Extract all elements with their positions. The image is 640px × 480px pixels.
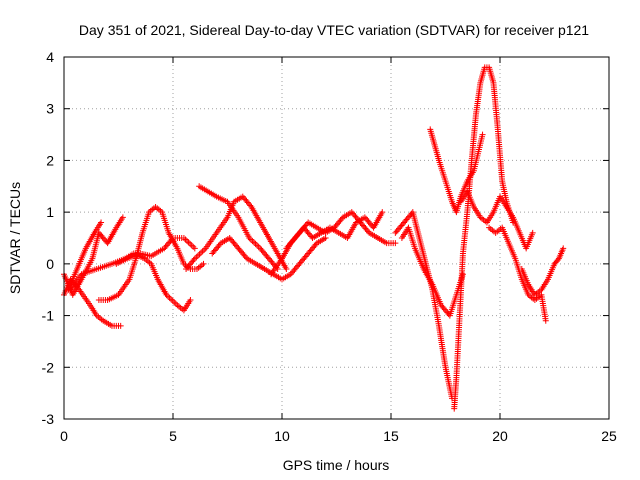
data-point — [98, 219, 105, 226]
series-track-17 — [486, 224, 549, 324]
data-point — [479, 131, 486, 138]
data-point — [255, 243, 262, 250]
data-point — [190, 257, 197, 264]
y-tick-label: 0 — [46, 256, 54, 272]
data-point — [184, 237, 191, 244]
data-point — [283, 266, 290, 273]
data-point — [166, 294, 173, 301]
data-point — [119, 214, 126, 221]
data-point — [187, 297, 194, 304]
y-tick-label: 4 — [46, 49, 54, 65]
x-axis-label: GPS time / hours — [283, 457, 390, 473]
grid-lines — [64, 57, 609, 419]
data-point — [529, 229, 536, 236]
y-tick-label: -2 — [42, 359, 55, 375]
data-point — [254, 242, 261, 249]
data-markers — [61, 64, 567, 412]
data-point — [542, 317, 549, 324]
data-point — [193, 254, 200, 261]
data-point — [364, 228, 371, 235]
data-point — [560, 245, 567, 252]
data-point — [200, 260, 207, 267]
chart-title: Day 351 of 2021, Sidereal Day-to-day VTE… — [79, 22, 589, 38]
data-point — [117, 322, 124, 329]
series-track-8 — [196, 183, 281, 273]
series-track-16 — [457, 188, 536, 252]
series-track-14 — [427, 126, 486, 216]
data-point — [312, 241, 319, 248]
y-axis-label: SDTVAR / TECUs — [7, 182, 23, 294]
y-tick-label: 2 — [46, 152, 54, 168]
data-point — [242, 254, 249, 261]
data-point — [338, 215, 345, 222]
data-point — [191, 245, 198, 252]
series-track-3 — [65, 219, 105, 293]
x-tick-label: 20 — [492, 428, 508, 444]
data-point — [188, 242, 195, 249]
series-track-15 — [451, 64, 517, 412]
data-point — [247, 202, 254, 209]
x-tick-label: 15 — [383, 428, 399, 444]
data-point — [172, 300, 179, 307]
y-tick-label: 1 — [46, 204, 54, 220]
data-point — [554, 256, 561, 263]
data-point — [187, 240, 194, 247]
y-tick-label: 3 — [46, 101, 54, 117]
plot-frame — [63, 56, 610, 420]
series-track-18 — [518, 245, 567, 298]
x-tick-label: 5 — [169, 428, 177, 444]
x-tick-label: 10 — [274, 428, 290, 444]
data-point — [216, 241, 223, 248]
y-tick-label: -3 — [42, 411, 55, 427]
series-track-7 — [183, 193, 290, 273]
data-point — [194, 252, 201, 259]
data-point — [171, 299, 178, 306]
series-track-6 — [113, 235, 198, 267]
x-tick-label: 25 — [601, 428, 617, 444]
data-point — [322, 235, 329, 241]
data-point — [201, 246, 208, 253]
data-point — [169, 297, 176, 304]
data-point — [250, 239, 257, 246]
data-point — [249, 237, 256, 244]
data-point — [198, 249, 205, 256]
x-tick-label: 0 — [60, 428, 68, 444]
data-point — [185, 239, 192, 246]
axis-ticks: 0 5 10 15 20 25 -3 -2 -1 0 1 2 3 4 — [42, 49, 617, 444]
data-point — [379, 209, 386, 216]
data-point — [168, 236, 175, 243]
series-track-11 — [283, 209, 386, 252]
data-point — [199, 248, 206, 255]
data-point — [459, 271, 466, 278]
data-point — [196, 251, 203, 258]
data-point — [182, 236, 189, 243]
data-point — [190, 243, 197, 250]
data-point — [392, 240, 399, 247]
series-track-9 — [209, 235, 329, 283]
data-point — [252, 240, 259, 247]
series-track-13 — [398, 224, 466, 319]
y-tick-label: -1 — [42, 308, 55, 324]
